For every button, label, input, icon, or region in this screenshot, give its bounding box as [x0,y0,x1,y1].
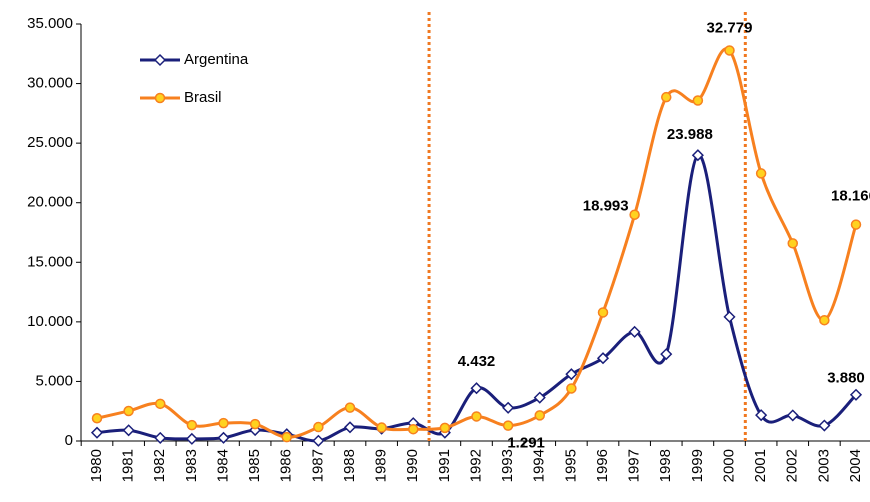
data-label: 4.432 [458,353,496,370]
x-tick-label: 1998 [657,449,674,482]
legend-item: Brasil [140,89,222,106]
marker [565,368,578,381]
y-tick-label: 35.000 [27,15,73,32]
data-label: 18.993 [583,198,629,215]
x-tick-label: 1996 [594,449,611,482]
marker [660,348,673,361]
x-tick-label: 1984 [214,449,231,482]
marker [218,417,229,429]
y-tick-label: 0 [65,432,73,449]
marker [312,434,325,447]
marker [724,45,735,56]
x-tick-label: 1981 [120,449,137,482]
marker [313,421,324,433]
data-label: 1.291 [507,435,545,452]
marker [470,382,483,395]
x-tick-label: 2003 [815,449,832,482]
marker [502,420,514,431]
x-tick-label: 1994 [531,449,548,482]
x-tick-label: 1992 [467,449,484,482]
marker [91,412,103,424]
x-tick-label: 1985 [246,449,263,482]
marker [596,352,610,365]
marker [90,426,104,439]
marker [786,409,799,422]
marker [629,209,640,220]
x-tick-label: 1987 [309,449,326,482]
marker [628,325,641,338]
marker [155,398,166,410]
marker [471,411,482,422]
marker [122,424,135,437]
series-line [96,153,858,443]
marker [533,391,546,404]
x-tick-label: 2002 [784,449,801,482]
y-tick-label: 10.000 [27,313,73,330]
x-tick-label: 1999 [689,449,706,482]
data-label: 23.988 [667,126,713,143]
marker [344,402,356,413]
marker [281,431,292,443]
x-tick-label: 1997 [626,449,643,482]
y-tick-label: 5.000 [35,372,73,389]
marker [249,418,261,430]
x-tick-label: 2001 [752,449,769,482]
marker [502,401,515,414]
marker [153,53,167,67]
x-tick-label: 1990 [404,449,421,482]
marker [818,419,831,432]
legend-label: Brasil [184,89,222,106]
marker [217,431,230,444]
marker [186,419,198,431]
data-label: 3.880 [827,370,865,387]
x-tick-label: 1993 [499,449,516,482]
marker [819,314,830,326]
marker [787,238,798,249]
x-tick-label: 2004 [847,449,864,482]
marker [408,423,419,435]
marker [755,409,768,422]
data-label: 18.166 [831,188,870,205]
x-tick-label: 1983 [183,449,200,482]
marker [376,422,387,433]
data-label: 32.779 [707,19,753,36]
marker [439,422,451,434]
marker [343,421,357,434]
x-tick-label: 1986 [278,449,295,482]
x-tick-label: 1995 [562,449,579,482]
x-tick-label: 1989 [373,449,390,482]
marker [692,95,704,106]
marker [755,168,767,179]
x-tick-label: 1982 [151,449,168,482]
marker [849,388,863,401]
marker [154,92,166,104]
x-tick-label: 1980 [88,449,105,482]
marker [185,432,198,445]
y-tick-label: 25.000 [27,134,73,151]
x-tick-label: 2000 [720,449,737,482]
marker [597,307,609,318]
x-tick-label: 1991 [436,449,453,482]
marker [723,310,736,323]
marker [850,219,862,230]
legend-label: Argentina [184,51,249,68]
marker [566,383,577,394]
series-line [96,47,858,439]
y-tick-label: 20.000 [27,194,73,211]
legend-item: Argentina [140,51,249,68]
marker [123,405,134,417]
y-tick-label: 15.000 [27,253,73,270]
marker [661,91,672,103]
marker [691,149,704,162]
x-tick-label: 1988 [341,449,358,482]
marker [154,431,167,444]
y-tick-label: 30.000 [27,75,73,92]
marker [534,410,545,421]
